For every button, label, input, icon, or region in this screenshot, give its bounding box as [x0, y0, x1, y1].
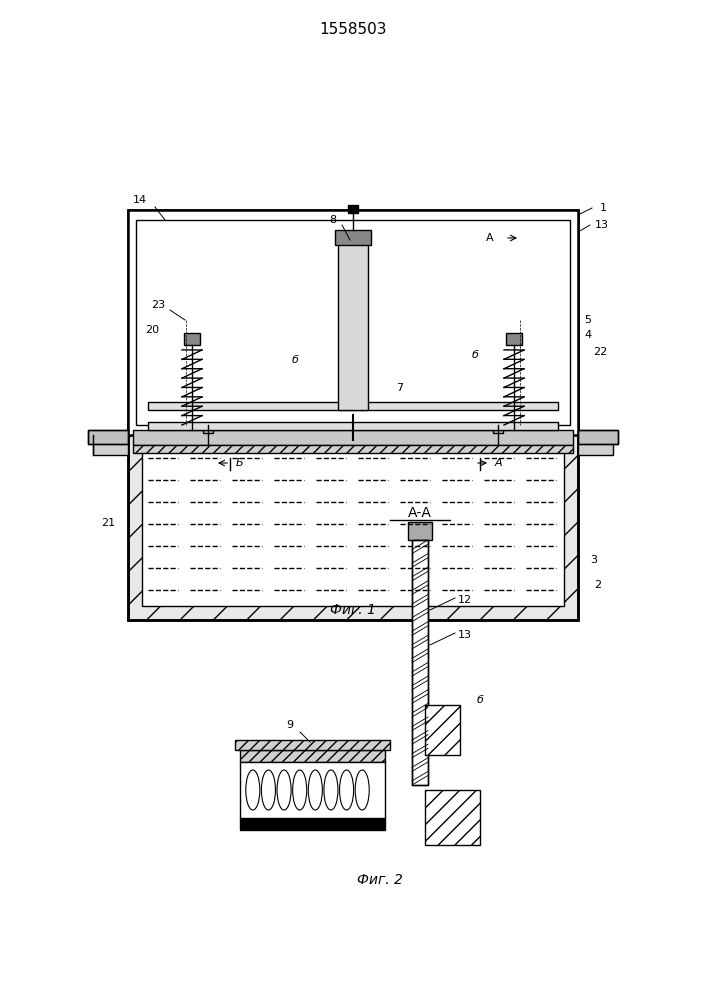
Text: Фиг. 2: Фиг. 2: [357, 873, 403, 887]
Text: 1: 1: [600, 203, 607, 213]
Bar: [128, 210, 578, 430]
Text: 3: 3: [590, 555, 597, 565]
Bar: [425, 790, 480, 845]
Bar: [136, 220, 570, 425]
Bar: [338, 240, 368, 410]
Text: 20: 20: [145, 325, 159, 335]
Bar: [578, 435, 613, 455]
Bar: [578, 430, 618, 444]
Bar: [240, 762, 385, 818]
Text: А: А: [486, 233, 493, 243]
Text: 23: 23: [151, 300, 165, 310]
Bar: [335, 230, 371, 245]
Bar: [578, 430, 618, 444]
Text: 13: 13: [595, 220, 609, 230]
Bar: [128, 210, 578, 435]
Text: 7: 7: [397, 383, 404, 393]
Text: б: б: [291, 355, 298, 365]
Bar: [133, 445, 573, 453]
Bar: [506, 333, 522, 345]
Text: 9: 9: [286, 720, 293, 730]
Bar: [133, 430, 573, 445]
Text: Б: Б: [236, 458, 244, 468]
Bar: [136, 215, 570, 425]
Bar: [128, 425, 578, 620]
Bar: [425, 705, 460, 755]
Bar: [240, 818, 385, 830]
Bar: [240, 750, 385, 762]
Text: 12: 12: [458, 595, 472, 605]
Text: 21: 21: [101, 518, 115, 528]
Bar: [184, 333, 200, 345]
Text: 14: 14: [133, 195, 147, 205]
Bar: [408, 522, 432, 540]
Text: 8: 8: [329, 215, 337, 225]
Text: А-А: А-А: [408, 506, 432, 520]
Text: б: б: [477, 695, 484, 705]
Text: 22: 22: [593, 347, 607, 357]
Bar: [493, 425, 503, 433]
Bar: [412, 540, 428, 785]
Bar: [148, 422, 558, 430]
Bar: [203, 425, 213, 433]
Text: 13: 13: [458, 630, 472, 640]
Bar: [88, 430, 128, 444]
Text: б: б: [472, 350, 479, 360]
Text: 2: 2: [595, 580, 602, 590]
Bar: [88, 430, 128, 444]
Bar: [142, 439, 564, 606]
Text: Фиг. 1: Фиг. 1: [330, 603, 376, 617]
Bar: [93, 435, 128, 455]
Bar: [128, 425, 578, 620]
Text: А: А: [494, 458, 502, 468]
Bar: [148, 402, 558, 410]
Text: 4: 4: [585, 330, 592, 340]
Bar: [412, 540, 428, 785]
Bar: [348, 205, 358, 213]
Text: 5: 5: [585, 315, 592, 325]
Text: 1558503: 1558503: [320, 22, 387, 37]
Bar: [235, 740, 390, 750]
